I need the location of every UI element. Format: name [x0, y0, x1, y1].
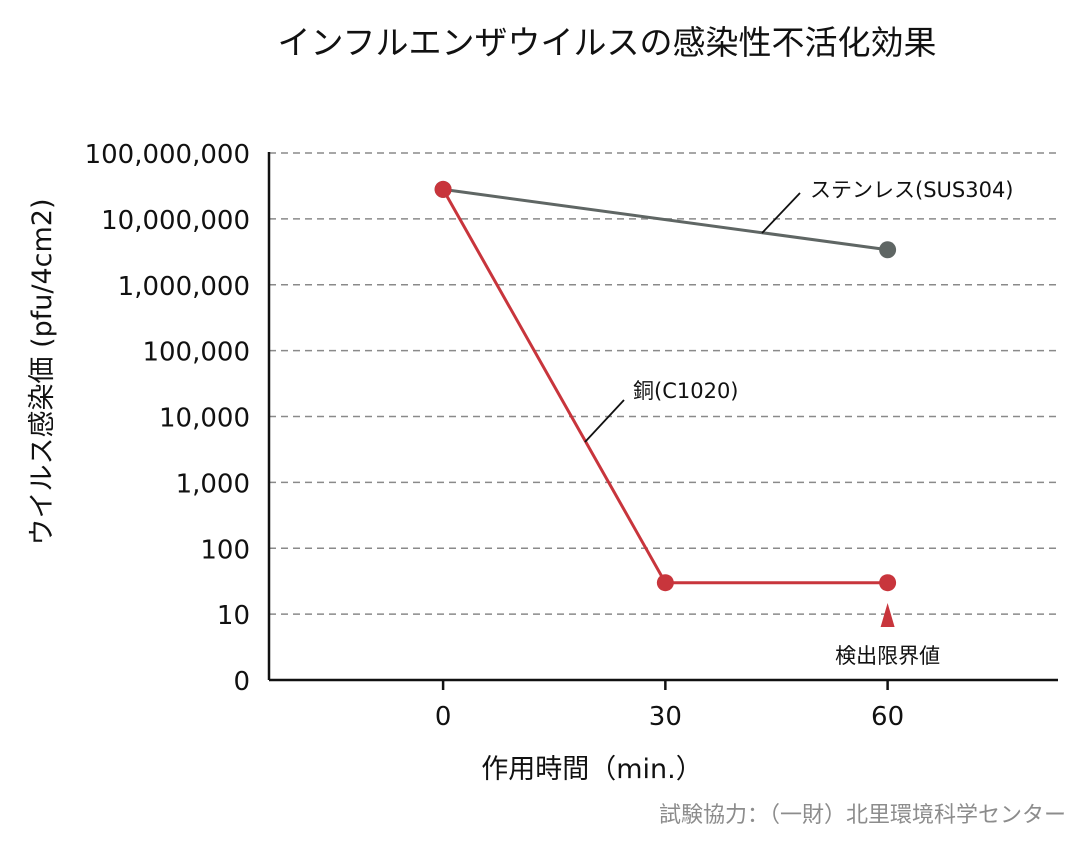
series-labels: ステンレス(SUS304) 銅(C1020)	[584, 178, 1014, 443]
data-point	[656, 574, 674, 592]
y-tick-labels: 0 10 100 1,000 10,000 100,000 1,000,000 10,000,…	[85, 140, 250, 697]
chart-title: インフルエンザウイルスの感染性不活化効果	[277, 23, 936, 62]
x-tick-label: 60	[871, 702, 904, 732]
label-leader	[761, 192, 801, 234]
series-line-1	[442, 187, 888, 252]
detection-limit-label: 検出限界値	[835, 644, 940, 668]
y-axis-label: ウイルス感染価 (pfu/4cm2)	[27, 198, 58, 545]
y-tick-label: 1,000,000	[118, 272, 250, 302]
data-point	[879, 574, 897, 592]
y-tick-label: 1,000	[176, 469, 250, 499]
y-tick-label: 10,000,000	[101, 206, 250, 236]
y-tick-label: 10,000	[159, 404, 250, 434]
detection-limit-marker	[880, 603, 895, 627]
x-axis-label: 作用時間（min.）	[481, 754, 703, 785]
y-tick-label: 100,000,000	[85, 140, 250, 170]
data-point	[879, 241, 897, 259]
data-point	[434, 180, 452, 198]
y-tick-label: 100,000	[142, 338, 250, 368]
credit-text: 試験協力：（一財）北里環境科学センター	[659, 803, 1066, 828]
x-tick-label: 0	[435, 702, 452, 732]
y-tick-label: 100	[200, 535, 250, 565]
y-tick-label: 0	[233, 667, 250, 697]
series-label: ステンレス(SUS304)	[810, 178, 1014, 202]
annotation-layer: 検出限界値	[835, 603, 940, 668]
label-leader	[584, 399, 625, 443]
x-tick-labels: 0 30 60	[435, 702, 904, 732]
axes-layer	[267, 152, 1058, 690]
series-layer	[434, 180, 897, 592]
y-tick-label: 10	[217, 601, 250, 631]
x-tick-label: 30	[649, 702, 682, 732]
series-label: 銅(C1020)	[633, 379, 739, 403]
